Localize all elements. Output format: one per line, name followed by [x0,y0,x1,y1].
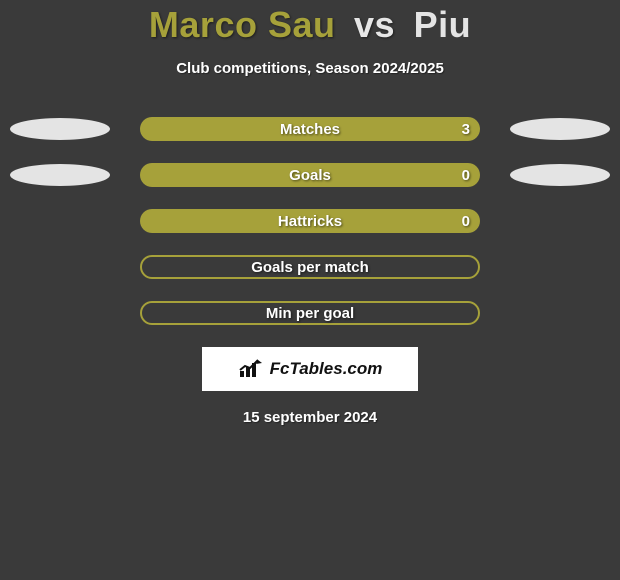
stat-bar: Matches 3 [140,117,480,141]
stat-row: Min per goal [0,301,620,325]
stat-bar: Goals per match [140,255,480,279]
page-title: Marco Sau vs Piu [0,4,620,46]
stat-bar: Goals 0 [140,163,480,187]
right-ellipse [510,164,610,186]
stat-row: Goals per match [0,255,620,279]
stat-row: Goals 0 [0,163,620,187]
stat-value-right: 0 [462,167,470,184]
right-ellipse [510,118,610,140]
date-label: 15 september 2024 [0,409,620,426]
stat-bar: Min per goal [140,301,480,325]
stat-label: Matches [280,121,340,138]
left-ellipse [10,118,110,140]
stat-label: Goals [289,167,331,184]
title-player2: Piu [414,4,472,45]
chart-icon [238,359,264,379]
stat-row: Matches 3 [0,117,620,141]
comparison-chart: Matches 3 Goals 0 Hattricks 0 Goals per match M… [0,117,620,325]
left-ellipse [10,164,110,186]
stat-label: Goals per match [251,259,369,276]
title-player1: Marco Sau [149,4,336,45]
stat-value-right: 3 [462,121,470,138]
logo-box[interactable]: FcTables.com [202,347,418,391]
stat-bar: Hattricks 0 [140,209,480,233]
stat-value-right: 0 [462,213,470,230]
comparison-card: Marco Sau vs Piu Club competitions, Seas… [0,0,620,426]
stat-label: Hattricks [278,213,342,230]
stat-label: Min per goal [266,305,354,322]
logo-text: FcTables.com [270,359,383,379]
stat-row: Hattricks 0 [0,209,620,233]
title-vs: vs [354,4,395,45]
subtitle: Club competitions, Season 2024/2025 [0,60,620,77]
